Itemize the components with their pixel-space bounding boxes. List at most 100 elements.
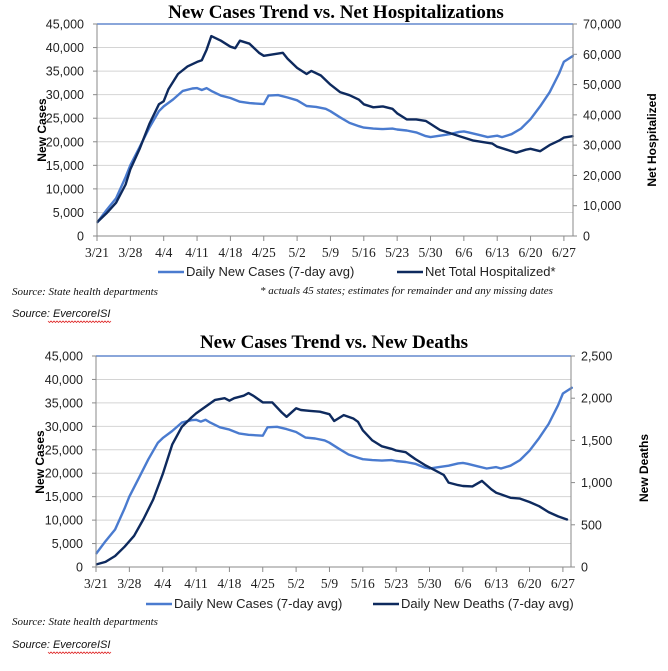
- data-point: [287, 58, 289, 60]
- data-point: [506, 149, 508, 151]
- x-tick-label: 4/18: [218, 245, 242, 260]
- y2-tick-label: 500: [581, 518, 602, 532]
- data-point: [328, 442, 330, 444]
- data-point: [143, 518, 145, 520]
- data-point: [563, 137, 565, 139]
- data-point: [538, 505, 540, 507]
- x-tick-label: 6/13: [484, 576, 508, 591]
- y2-tick-label: 2,500: [581, 350, 612, 364]
- data-point: [133, 535, 135, 537]
- data-point: [482, 141, 484, 143]
- legend-label-hospitalized: Net Total Hospitalized*: [425, 264, 556, 279]
- x-tick-label: 3/21: [84, 576, 108, 591]
- data-point: [309, 410, 311, 412]
- data-point: [258, 52, 260, 54]
- y-tick-label: 25,000: [46, 112, 84, 126]
- data-point: [438, 466, 440, 468]
- data-point: [239, 101, 241, 103]
- data-point: [171, 444, 173, 446]
- x-tick-label: 4/25: [252, 245, 276, 260]
- source-health-departments: Source: State health departments: [12, 616, 158, 628]
- data-point: [496, 146, 498, 148]
- data-point: [128, 496, 130, 498]
- data-point: [458, 135, 460, 137]
- data-point: [457, 484, 459, 486]
- data-point: [220, 40, 222, 42]
- y2-tick-label: 2,000: [581, 392, 612, 406]
- data-point: [414, 458, 416, 460]
- data-point: [433, 469, 435, 471]
- data-point: [267, 95, 270, 97]
- data-point: [567, 519, 569, 521]
- data-point: [424, 464, 426, 466]
- x-tick-label: 4/18: [217, 576, 241, 591]
- series-line-hospitalized: [96, 34, 574, 224]
- data-point: [363, 103, 365, 105]
- data-point: [147, 458, 149, 460]
- x-tick-label: 3/28: [118, 245, 142, 260]
- data-point: [415, 131, 417, 133]
- data-point: [501, 136, 503, 138]
- data-point: [382, 128, 384, 130]
- data-point: [104, 540, 107, 542]
- data-point: [181, 422, 183, 424]
- data-point: [181, 426, 183, 428]
- data-point: [406, 118, 408, 120]
- data-point: [220, 95, 222, 97]
- y-tick-label: 5,000: [53, 206, 84, 220]
- data-point: [247, 392, 250, 394]
- data-point: [477, 134, 479, 136]
- data-point: [528, 501, 531, 503]
- data-point: [129, 164, 131, 166]
- data-point: [548, 423, 550, 425]
- data-point: [205, 406, 207, 408]
- data-point: [509, 497, 512, 499]
- data-point: [219, 426, 221, 428]
- data-point: [162, 437, 164, 439]
- data-point: [562, 392, 564, 395]
- data-point: [287, 96, 289, 99]
- data-point: [325, 108, 327, 110]
- y-tick-label: 0: [76, 561, 83, 575]
- hospitalizations-chart: New Cases Trend vs. Net Hospitalizations…: [12, 2, 659, 324]
- data-point: [286, 428, 288, 430]
- data-point: [329, 84, 331, 86]
- data-point: [520, 128, 522, 130]
- data-point: [210, 90, 212, 92]
- data-point: [281, 411, 283, 414]
- data-point: [414, 463, 416, 465]
- data-point: [519, 498, 521, 500]
- data-point: [263, 55, 265, 57]
- data-point: [467, 463, 469, 465]
- y2-axis-title: Net Hospitalized: [645, 93, 659, 186]
- data-point: [381, 445, 383, 447]
- data-point: [196, 87, 198, 89]
- data-point: [162, 473, 164, 475]
- x-tick-label: 4/4: [154, 576, 172, 591]
- data-point: [415, 118, 417, 120]
- deaths-chart: New Cases Trend vs. New Deaths 0 5,000 10,…: [12, 332, 651, 655]
- data-point: [381, 460, 383, 462]
- x-tick-label: 5/16: [351, 576, 375, 591]
- gridlines: [97, 47, 573, 213]
- source-evercore: Source: EvercoreISI: [12, 308, 110, 320]
- data-point: [425, 120, 427, 122]
- x-tick-label: 6/6: [454, 576, 472, 591]
- data-point: [457, 462, 459, 464]
- y-tick-label: 40,000: [45, 373, 83, 387]
- data-point: [491, 143, 493, 145]
- data-point: [263, 103, 265, 105]
- data-point: [214, 399, 216, 401]
- data-point: [125, 183, 127, 186]
- y-tick-label: 5,000: [52, 537, 83, 551]
- data-point: [571, 386, 574, 388]
- data-point: [139, 147, 141, 149]
- source-health-departments: Source: State health departments: [12, 286, 158, 298]
- data-point: [271, 401, 273, 403]
- y-tick-label: 25,000: [45, 443, 83, 457]
- y-tick-label: 45,000: [45, 350, 83, 364]
- data-point: [347, 453, 350, 456]
- x-tick-label: 5/9: [322, 245, 340, 260]
- data-point: [320, 74, 322, 77]
- source-evercore: Source: EvercoreISI: [12, 639, 110, 651]
